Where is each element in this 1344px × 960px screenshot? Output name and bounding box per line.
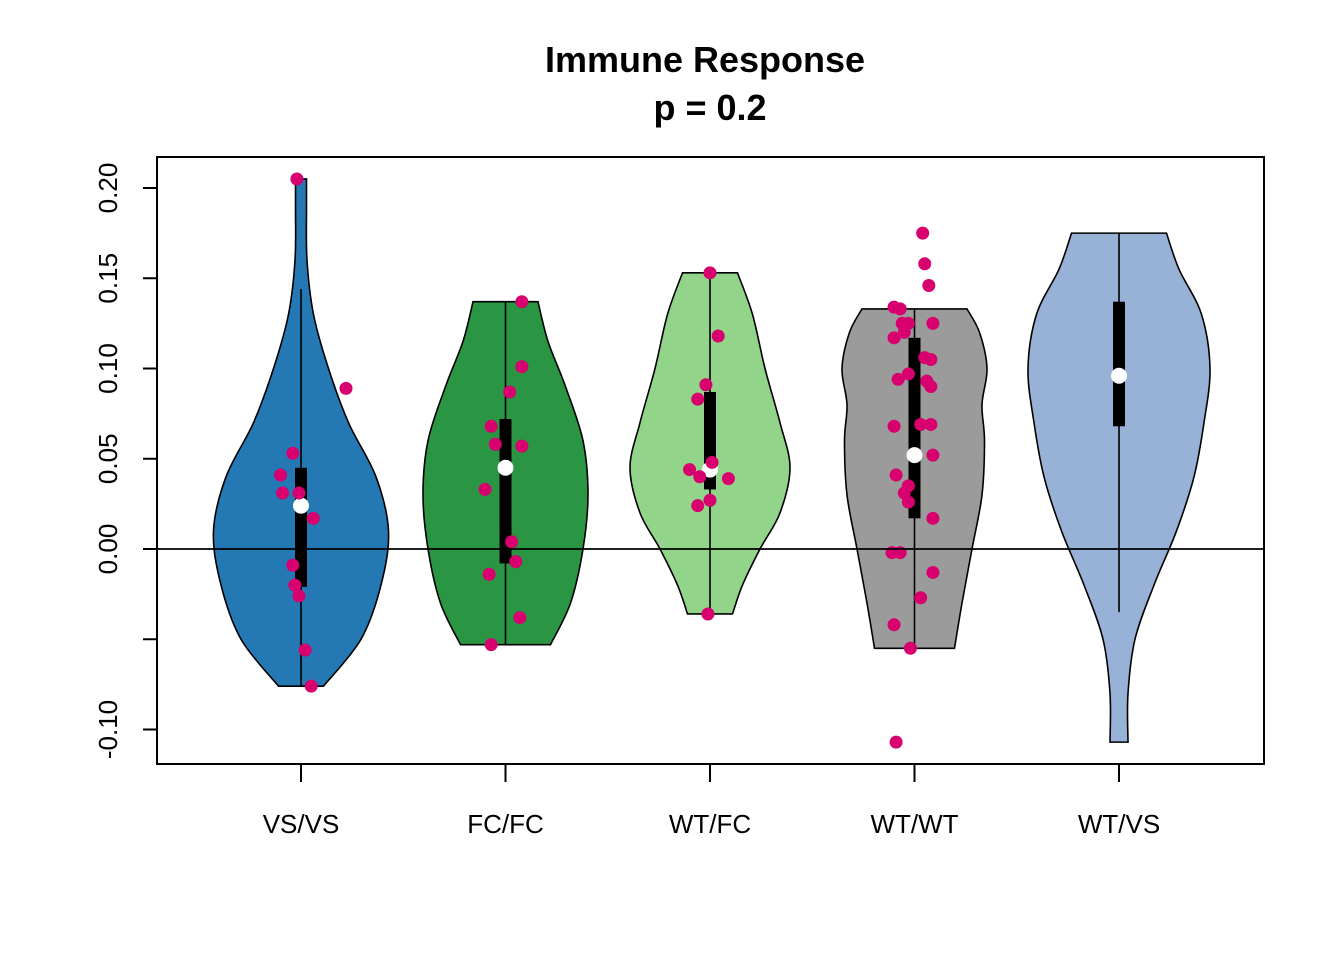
data-point — [339, 381, 353, 395]
y-tick-label: -0.10 — [93, 700, 123, 759]
chart-subtitle: p = 0.2 — [653, 87, 766, 128]
data-point — [889, 468, 903, 482]
data-point — [705, 455, 719, 469]
data-point — [924, 417, 938, 431]
data-point — [711, 329, 725, 343]
chart-title: Immune Response — [545, 39, 865, 80]
violin-group-wt-fc — [629, 266, 791, 621]
data-point — [288, 578, 302, 592]
x-tick-label: WT/FC — [669, 809, 751, 839]
data-point — [505, 535, 519, 549]
data-point — [887, 618, 901, 632]
data-point — [887, 300, 901, 314]
data-point — [693, 470, 707, 484]
data-point — [691, 392, 705, 406]
data-point — [274, 468, 288, 482]
data-point — [488, 437, 502, 451]
x-tick-label: VS/VS — [263, 809, 340, 839]
violin-group-wt-vs — [887, 226, 1211, 749]
y-tick-label: 0.00 — [93, 524, 123, 575]
data-point — [292, 486, 306, 500]
data-point — [513, 611, 527, 625]
data-point — [926, 565, 940, 579]
y-tick-label: 0.20 — [93, 163, 123, 214]
data-point — [914, 591, 928, 605]
data-point — [926, 316, 940, 330]
data-point — [924, 352, 938, 366]
x-tick-label: WT/WT — [870, 809, 958, 839]
data-point — [683, 463, 697, 477]
violin-median — [497, 459, 514, 476]
data-point — [918, 257, 932, 271]
violin-iqr-box — [1113, 301, 1125, 427]
data-point — [290, 172, 304, 186]
data-point — [286, 558, 300, 572]
data-point — [503, 385, 517, 399]
data-point — [699, 378, 713, 392]
data-point — [889, 735, 903, 749]
violins-layer — [212, 172, 1211, 749]
data-point — [922, 278, 936, 292]
violin-group-wt-wt — [841, 302, 988, 655]
data-point — [893, 546, 907, 560]
violin-group-vs-vs — [212, 172, 390, 693]
data-point — [515, 439, 529, 453]
data-point — [306, 511, 320, 525]
data-point — [914, 417, 928, 431]
data-point — [703, 493, 717, 507]
x-tick-label: FC/FC — [467, 809, 544, 839]
data-point — [887, 331, 901, 345]
data-point — [292, 589, 306, 603]
data-point — [484, 419, 498, 433]
data-point — [482, 567, 496, 581]
data-point — [926, 448, 940, 462]
x-tick-label: WT/VS — [1078, 809, 1160, 839]
violin-median — [1111, 367, 1127, 384]
data-point — [891, 372, 905, 386]
data-point — [901, 495, 915, 509]
data-point — [286, 446, 300, 460]
data-point — [701, 607, 715, 621]
data-point — [515, 360, 529, 374]
data-point — [924, 380, 938, 394]
violin-group-fc-fc — [422, 295, 589, 652]
data-point — [897, 325, 911, 339]
y-tick-label: 0.15 — [93, 253, 123, 304]
data-point — [478, 482, 492, 496]
data-point — [509, 555, 523, 569]
axes-layer: -0.10 0.00 0.05 0.10 0.15 0.20 VS/VS FC/FC WT/FC… — [93, 163, 1160, 839]
data-point — [721, 472, 735, 486]
data-point — [484, 638, 498, 652]
violin-iqr-box — [499, 419, 512, 564]
plot-frame — [156, 156, 1265, 765]
violin-median — [293, 497, 309, 514]
data-point — [304, 679, 318, 693]
data-point — [298, 643, 312, 657]
data-point — [276, 486, 290, 500]
data-point — [916, 226, 930, 240]
data-point — [903, 641, 917, 655]
data-point — [901, 367, 915, 381]
data-point — [691, 499, 705, 513]
violin-iqr-box — [908, 337, 921, 519]
data-point — [887, 419, 901, 433]
data-point — [515, 295, 529, 309]
violin-median — [906, 447, 923, 464]
y-tick-label: 0.10 — [93, 343, 123, 394]
y-tick-label: 0.05 — [93, 433, 123, 484]
data-point — [703, 266, 717, 280]
data-point — [926, 511, 940, 525]
